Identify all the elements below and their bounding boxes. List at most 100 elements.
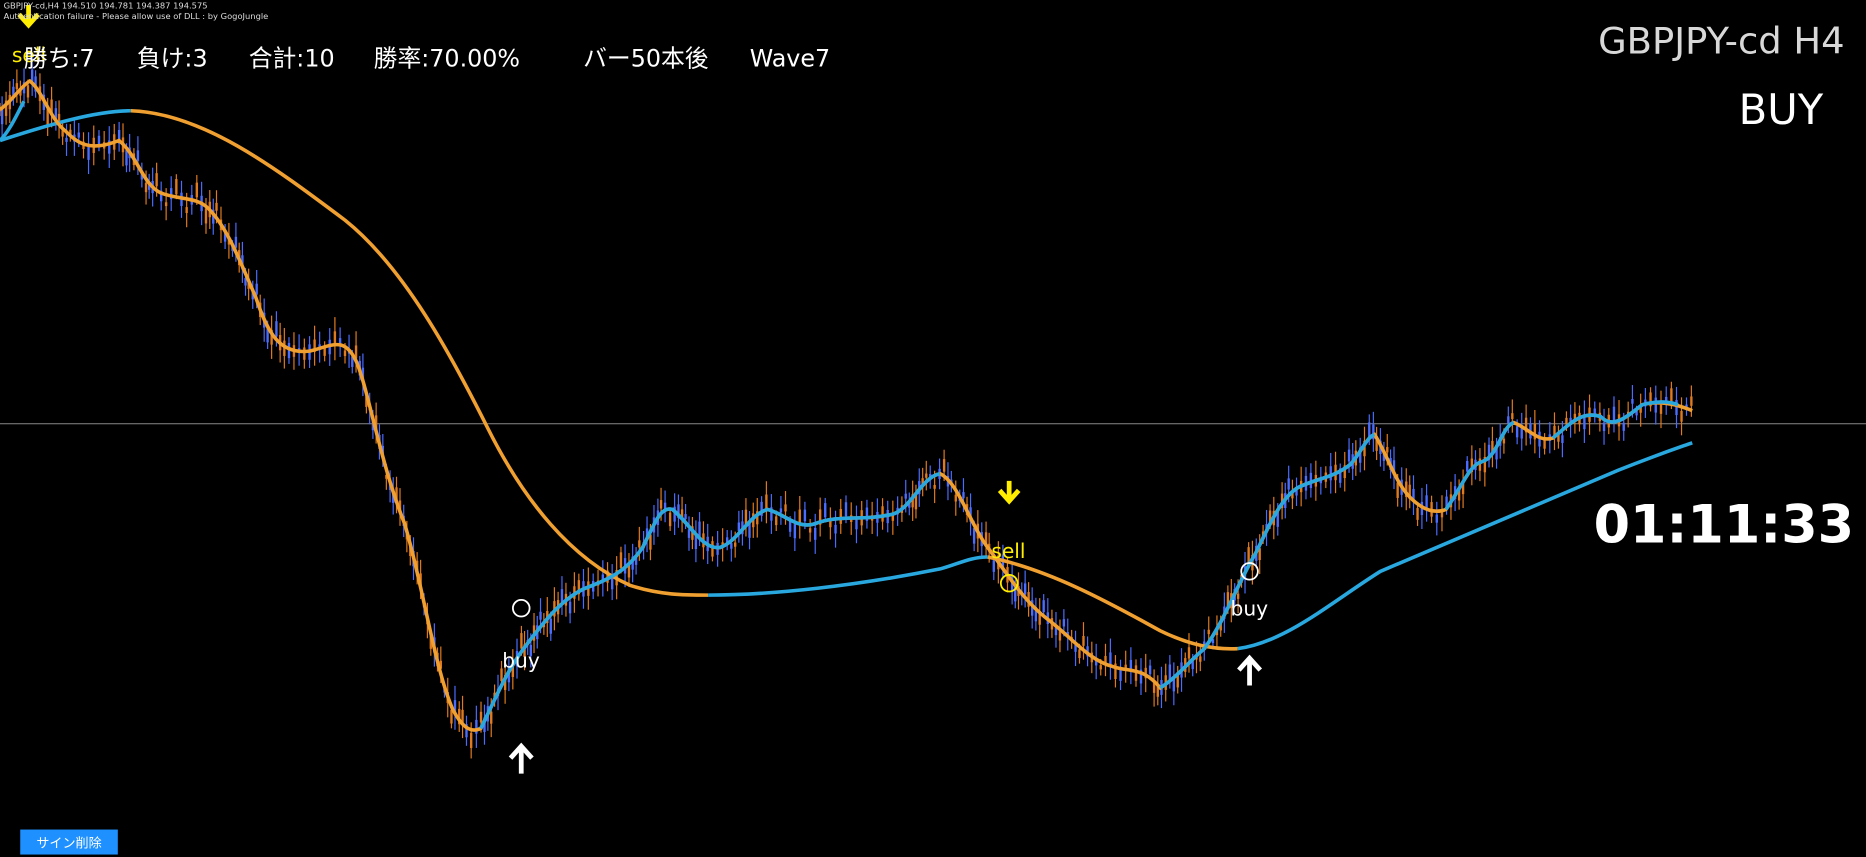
- candle-body: [1635, 410, 1638, 416]
- candle-body: [429, 635, 433, 649]
- slow-ma: [987, 555, 1238, 651]
- signal-label: sell: [991, 539, 1025, 563]
- sell-arrow: [17, 4, 40, 29]
- candle-body: [663, 502, 667, 511]
- candle-body: [560, 589, 564, 602]
- candle-body: [784, 504, 787, 512]
- candle-body: [87, 146, 90, 160]
- candle-body: [610, 574, 614, 590]
- candle-body: [730, 543, 733, 549]
- stat: 勝率:70.00%: [374, 45, 520, 73]
- candle-body: [255, 283, 258, 295]
- candle-body: [30, 69, 34, 82]
- candle-body: [520, 633, 523, 649]
- candle-body: [266, 327, 269, 343]
- candle-body: [1690, 396, 1693, 406]
- candle-body: [760, 501, 763, 516]
- candle-body: [539, 611, 542, 620]
- candle-body: [1583, 414, 1586, 430]
- delete-signs-button[interactable]: サイン削除: [20, 829, 118, 855]
- candle-body: [1236, 593, 1240, 599]
- candle-body: [577, 580, 581, 595]
- candle-body: [779, 508, 783, 513]
- candle-body: [1543, 438, 1546, 449]
- signal-label: buy: [1231, 596, 1269, 620]
- candle-body: [1386, 447, 1389, 453]
- candle-body: [865, 507, 869, 521]
- candle-body: [1268, 510, 1272, 523]
- candle-body: [97, 135, 101, 146]
- candle-body: [50, 99, 53, 115]
- candle-body: [1187, 647, 1191, 659]
- candle-body: [808, 528, 812, 533]
- candle-body: [275, 321, 278, 337]
- candle-body: [818, 509, 822, 525]
- candle-body: [1405, 481, 1408, 497]
- candle-body: [461, 709, 464, 725]
- stat: 勝ち:7: [24, 45, 95, 73]
- candle-body: [215, 202, 218, 211]
- candle-body: [619, 552, 623, 568]
- candle-body: [1148, 665, 1152, 675]
- candle-body: [503, 675, 507, 691]
- candle-body: [500, 668, 503, 682]
- candle-body: [1291, 490, 1294, 499]
- candle-body: [1058, 631, 1062, 641]
- candle-body: [839, 508, 842, 524]
- candle-body: [627, 562, 631, 578]
- candle-body: [921, 478, 924, 486]
- candle-body: [829, 519, 832, 528]
- candle-body: [1602, 422, 1606, 432]
- candle-body: [1445, 496, 1448, 508]
- candle-body: [1014, 586, 1017, 602]
- candle-body: [1109, 652, 1112, 666]
- candle-body: [147, 182, 151, 190]
- candle-body: [770, 507, 773, 521]
- candle-body: [26, 85, 30, 98]
- candle-body: [855, 519, 858, 530]
- candle-body: [529, 644, 533, 656]
- candle-body: [1435, 514, 1438, 523]
- candle-body: [1593, 408, 1596, 416]
- sell-arrow: [997, 480, 1021, 505]
- stat: Wave7: [750, 45, 830, 73]
- candle-body: [185, 207, 188, 214]
- candle-body: [649, 534, 652, 550]
- candle-body: [748, 522, 751, 538]
- button-background[interactable]: [20, 829, 118, 855]
- candle-body: [1372, 424, 1375, 440]
- candle-body: [1675, 399, 1678, 416]
- candle-body: [962, 492, 965, 499]
- candle-body: [1172, 676, 1176, 692]
- signal-status: BUY: [1739, 85, 1824, 134]
- candle-body: [737, 522, 741, 532]
- candle-body: [933, 484, 936, 489]
- candle-body: [1408, 484, 1411, 499]
- candle-body: [338, 338, 342, 347]
- candle-body: [125, 150, 128, 166]
- candle-body: [1295, 487, 1298, 496]
- candle-body: [1211, 639, 1215, 644]
- candle-body: [1074, 644, 1077, 652]
- candle-body: [204, 208, 208, 224]
- candle-body: [1553, 425, 1556, 437]
- candle-body: [891, 514, 895, 521]
- candle-body: [1491, 440, 1494, 454]
- signal-icon: [512, 598, 531, 618]
- fast-ma: [1551, 400, 1679, 440]
- candle-body: [46, 109, 49, 125]
- stat: 負け:3: [137, 45, 208, 73]
- candle-body: [1392, 460, 1396, 476]
- candle-body: [1034, 606, 1038, 622]
- candle-body: [155, 173, 158, 187]
- candle-body: [1502, 438, 1506, 444]
- candle-body: [4, 100, 8, 116]
- candle-body: [1156, 683, 1159, 697]
- candle-body: [904, 493, 907, 499]
- candle-body: [361, 367, 365, 382]
- button-label[interactable]: サイン削除: [36, 835, 101, 851]
- candle-body: [1670, 388, 1673, 403]
- buy-arrow: [1237, 654, 1263, 686]
- candle-body: [1412, 488, 1415, 502]
- timer: 01:11:33: [1594, 495, 1854, 556]
